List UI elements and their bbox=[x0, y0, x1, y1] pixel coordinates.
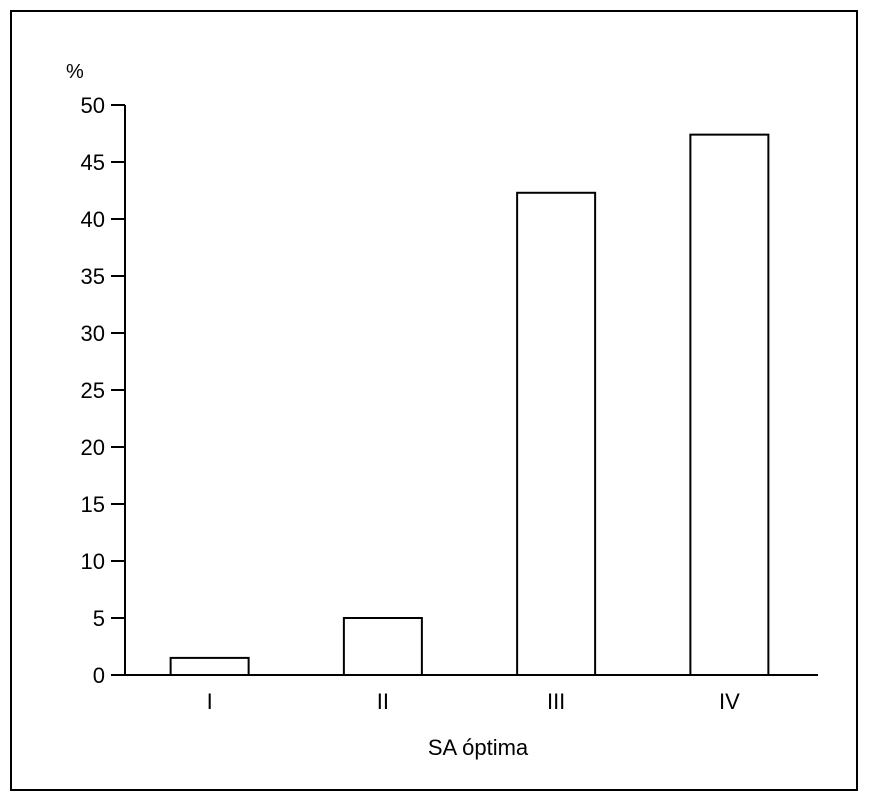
y-tick-label: 50 bbox=[81, 93, 105, 118]
y-tick-label: 20 bbox=[81, 435, 105, 460]
y-axis: 0 5 10 15 20 25 30 35 40 45 50 bbox=[81, 93, 126, 688]
bars bbox=[169, 133, 770, 677]
y-tick-label: 40 bbox=[81, 207, 105, 232]
y-tick-label: 35 bbox=[81, 264, 105, 289]
bar-i bbox=[169, 656, 250, 677]
y-tick-label: 10 bbox=[81, 549, 105, 574]
y-tick-label: 0 bbox=[93, 663, 105, 688]
x-axis: I II III IV bbox=[125, 674, 818, 714]
y-axis-label: % bbox=[66, 61, 84, 83]
x-tick-label: I bbox=[207, 689, 213, 714]
bar-iii bbox=[516, 191, 597, 676]
bar-iv bbox=[689, 133, 770, 676]
y-tick-label: 45 bbox=[81, 150, 105, 175]
x-tick-label: IV bbox=[719, 689, 740, 714]
x-axis-title: SA óptima bbox=[428, 735, 529, 760]
y-tick-label: 30 bbox=[81, 321, 105, 346]
y-tick-label: 15 bbox=[81, 492, 105, 517]
bar-ii bbox=[342, 617, 423, 676]
x-tick-label: II bbox=[377, 689, 389, 714]
x-tick-label: III bbox=[547, 689, 565, 714]
y-tick-label: 25 bbox=[81, 378, 105, 403]
y-tick-label: 5 bbox=[93, 606, 105, 631]
